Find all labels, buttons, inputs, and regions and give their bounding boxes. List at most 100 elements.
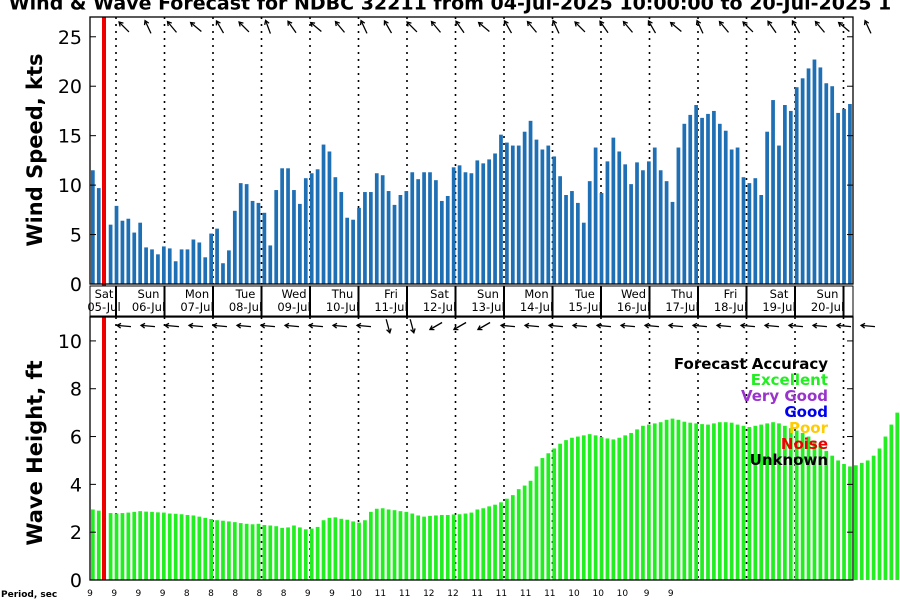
wave-bar xyxy=(345,519,350,580)
wave-bar xyxy=(688,422,693,580)
wave-y-tick-label: 10 xyxy=(58,331,82,353)
arrow-shaft xyxy=(478,22,490,32)
date-label: 10-Jul xyxy=(326,300,359,314)
arrow-head xyxy=(115,322,122,329)
wave-bar xyxy=(179,514,184,580)
wind-bar xyxy=(635,162,639,284)
arrow-head xyxy=(669,21,676,27)
day-of-week-label: Tue xyxy=(574,287,595,301)
wind-bar xyxy=(759,195,764,284)
period-value: 9 xyxy=(136,589,142,599)
wind-bar xyxy=(280,168,284,284)
wind-bar xyxy=(794,87,799,284)
wave-bar xyxy=(641,425,645,580)
wave-bar xyxy=(126,512,131,580)
wind-bar xyxy=(629,184,633,284)
wave-bar xyxy=(398,511,403,580)
axes: 0 5 10 15 20 25 0 2 4 6 8 10 xyxy=(58,16,854,592)
wave-bar xyxy=(368,511,373,580)
wind-direction-arrow xyxy=(574,21,586,33)
wind-bar xyxy=(564,195,568,284)
arrow-shaft xyxy=(524,324,540,328)
wind-direction-arrow xyxy=(767,20,777,34)
legend-item: Unknown xyxy=(750,451,828,469)
arrow-shaft xyxy=(644,324,660,328)
wave-bar xyxy=(516,489,521,580)
wind-bar xyxy=(818,67,823,284)
wave-bar xyxy=(729,422,734,580)
wave-bar xyxy=(652,423,657,580)
date-label: 13-Jul xyxy=(471,300,504,314)
wave-direction-arrow xyxy=(409,319,416,334)
wave-bar xyxy=(203,517,208,580)
wave-bar xyxy=(522,485,527,580)
date-label: 14-Jul xyxy=(520,300,553,314)
wave-bar xyxy=(91,509,95,580)
wave-bar xyxy=(262,525,267,580)
day-of-week-label: Sat xyxy=(430,287,449,301)
arrow-head xyxy=(334,20,340,27)
arrow-shaft xyxy=(838,22,850,32)
arrow-head xyxy=(599,20,605,26)
wave-bar xyxy=(788,428,793,580)
arrow-shaft xyxy=(548,324,564,328)
arrow-shaft xyxy=(477,321,491,331)
wind-direction-arrow xyxy=(309,21,322,32)
wave-bar xyxy=(185,514,190,580)
wave-bar xyxy=(723,422,728,580)
period-value: 9 xyxy=(644,589,650,599)
arrow-shaft xyxy=(864,20,872,34)
arrow-head xyxy=(814,20,820,27)
wind-bar xyxy=(333,177,338,284)
wave-bar xyxy=(552,448,557,580)
wind-bar xyxy=(800,78,805,284)
wave-bar xyxy=(735,424,740,580)
wave-bar xyxy=(700,424,704,580)
arrow-head xyxy=(571,322,578,329)
wave-direction-arrow xyxy=(139,322,156,329)
arrow-shaft xyxy=(190,22,202,32)
wind-direction-arrow xyxy=(455,20,465,34)
wave-bar xyxy=(132,511,137,580)
wind-bar xyxy=(422,172,426,284)
wave-bar xyxy=(221,520,225,580)
wind-bar xyxy=(363,192,367,284)
wind-bar xyxy=(398,195,403,284)
arrow-shaft xyxy=(383,20,393,34)
wind-bar xyxy=(298,203,302,284)
wind-bar xyxy=(262,212,267,284)
wind-bar xyxy=(753,178,758,284)
arrow-head xyxy=(359,19,366,26)
wave-bar xyxy=(706,424,710,580)
wind-bar xyxy=(221,263,225,284)
wave-bar xyxy=(895,412,900,580)
wave-bar xyxy=(351,521,355,580)
date-label: 15-Jul xyxy=(568,300,601,314)
wave-bar xyxy=(859,462,864,580)
arrow-head xyxy=(307,322,314,329)
arrow-head xyxy=(835,322,842,329)
wave-bar xyxy=(534,466,539,580)
wave-bar xyxy=(244,523,249,580)
wind-bar xyxy=(250,200,255,284)
wind-speed-axis-label: Wind Speed, kts xyxy=(23,53,47,246)
arrow-shaft xyxy=(116,324,132,328)
wave-direction-arrow xyxy=(859,322,876,329)
arrow-head xyxy=(189,21,196,27)
wave-y-tick-label: 8 xyxy=(70,379,82,401)
wave-bar xyxy=(274,526,279,580)
wave-y-tick-label: 0 xyxy=(70,570,82,592)
wind-direction-arrow xyxy=(430,20,441,33)
wave-bar xyxy=(363,520,367,580)
wind-bar xyxy=(664,181,669,284)
wave-bar xyxy=(463,513,468,580)
wind-bar xyxy=(552,156,557,284)
wave-bar xyxy=(327,517,332,580)
wave-direction-arrow xyxy=(763,322,780,329)
wave-bar xyxy=(434,515,438,580)
arrow-head xyxy=(406,21,412,27)
arrow-head xyxy=(547,322,554,329)
wave-direction-arrow xyxy=(476,321,491,331)
wave-bar xyxy=(380,508,385,580)
wind-direction-arrow xyxy=(551,19,560,34)
